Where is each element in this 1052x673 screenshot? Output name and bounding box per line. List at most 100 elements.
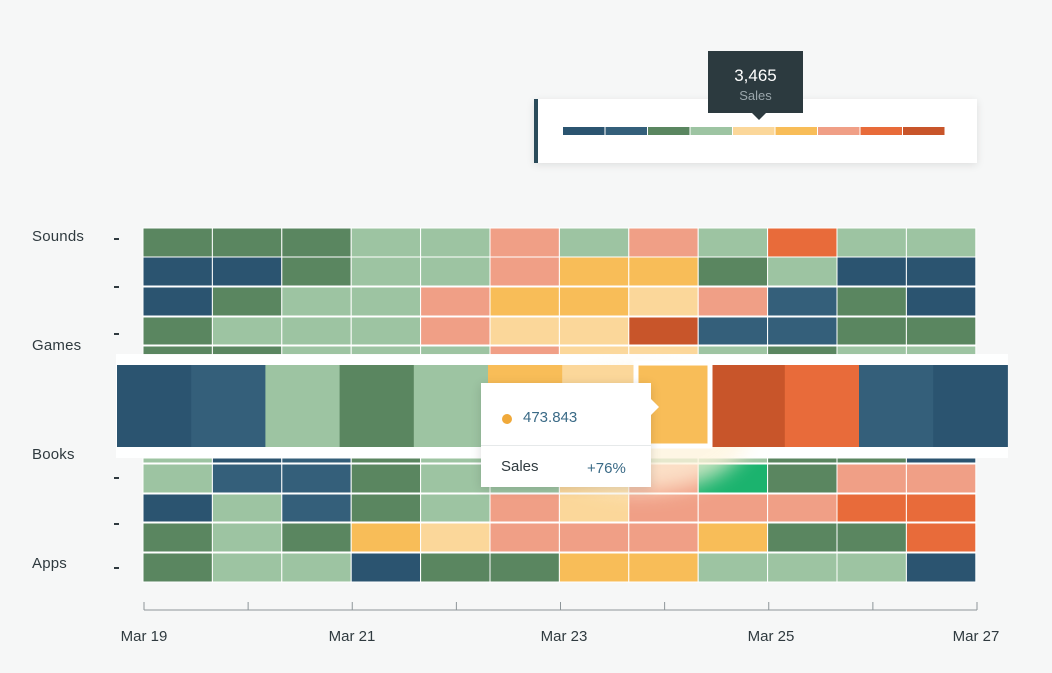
heatmap-cell[interactable] bbox=[628, 493, 699, 523]
heatmap-cell[interactable] bbox=[628, 227, 699, 258]
heatmap-cell[interactable] bbox=[142, 316, 213, 346]
heatmap-cell[interactable] bbox=[905, 493, 977, 523]
heatmap-cell[interactable] bbox=[420, 227, 491, 258]
heatmap-cell[interactable] bbox=[350, 286, 422, 317]
heatmap-cell[interactable] bbox=[697, 493, 769, 523]
heatmap-cell[interactable] bbox=[281, 316, 352, 346]
heatmap-cell[interactable] bbox=[142, 463, 213, 494]
expanded-cell[interactable] bbox=[784, 365, 860, 447]
heatmap-cell[interactable] bbox=[767, 463, 838, 494]
heatmap-cell[interactable] bbox=[767, 286, 838, 317]
heatmap-cell[interactable] bbox=[420, 522, 491, 553]
heatmap-cell[interactable] bbox=[767, 552, 838, 583]
heatmap-cell[interactable] bbox=[281, 463, 352, 494]
heatmap-cell[interactable] bbox=[905, 552, 977, 583]
heatmap-cell[interactable] bbox=[767, 457, 838, 464]
heatmap-cell[interactable] bbox=[905, 256, 977, 287]
heatmap-cell[interactable] bbox=[350, 493, 422, 523]
heatmap-cell[interactable] bbox=[281, 493, 352, 523]
heatmap-cell[interactable] bbox=[281, 256, 352, 287]
heatmap-cell[interactable] bbox=[350, 227, 422, 258]
heatmap-cell[interactable] bbox=[350, 457, 422, 464]
heatmap-cell[interactable] bbox=[281, 345, 352, 356]
heatmap-cell[interactable] bbox=[767, 256, 838, 287]
heatmap-cell[interactable] bbox=[836, 493, 907, 523]
expanded-cell[interactable] bbox=[191, 365, 266, 447]
heatmap-cell[interactable] bbox=[905, 457, 977, 464]
heatmap-cell[interactable] bbox=[142, 457, 213, 464]
heatmap-cell[interactable] bbox=[628, 286, 699, 317]
heatmap-cell[interactable] bbox=[767, 493, 838, 523]
heatmap-cell[interactable] bbox=[281, 522, 352, 553]
heatmap-cell[interactable] bbox=[142, 286, 213, 317]
heatmap-cell[interactable] bbox=[558, 286, 630, 317]
heatmap-cell[interactable] bbox=[211, 493, 283, 523]
heatmap-cell[interactable] bbox=[558, 493, 630, 523]
heatmap-cell[interactable] bbox=[905, 286, 977, 317]
heatmap-cell[interactable] bbox=[420, 256, 491, 287]
heatmap-cell[interactable] bbox=[142, 345, 213, 356]
heatmap-cell[interactable] bbox=[420, 286, 491, 317]
heatmap-cell[interactable] bbox=[836, 463, 907, 494]
heatmap-cell[interactable] bbox=[836, 522, 907, 553]
heatmap-cell[interactable] bbox=[767, 316, 838, 346]
heatmap-cell[interactable] bbox=[628, 316, 699, 346]
heatmap-cell[interactable] bbox=[489, 256, 560, 287]
heatmap-cell[interactable] bbox=[905, 227, 977, 258]
heatmap-cell[interactable] bbox=[211, 286, 283, 317]
heatmap-cell[interactable] bbox=[558, 552, 630, 583]
heatmap-cell[interactable] bbox=[211, 552, 283, 583]
heatmap-cell[interactable] bbox=[420, 316, 491, 346]
heatmap-cell[interactable] bbox=[350, 316, 422, 346]
heatmap-cell[interactable] bbox=[142, 522, 213, 553]
heatmap-cell[interactable] bbox=[350, 345, 422, 356]
heatmap-cell[interactable] bbox=[489, 552, 560, 583]
heatmap-cell[interactable] bbox=[905, 316, 977, 346]
heatmap-cell[interactable] bbox=[142, 552, 213, 583]
expanded-cell[interactable] bbox=[859, 365, 934, 447]
heatmap-cell[interactable] bbox=[697, 316, 769, 346]
heatmap-cell[interactable] bbox=[628, 522, 699, 553]
heatmap-cell[interactable] bbox=[142, 256, 213, 287]
heatmap-cell[interactable] bbox=[905, 345, 977, 356]
heatmap-cell[interactable] bbox=[489, 522, 560, 553]
heatmap-cell[interactable] bbox=[420, 457, 491, 464]
heatmap-cell[interactable] bbox=[697, 227, 769, 258]
heatmap-cell[interactable] bbox=[697, 256, 769, 287]
heatmap-cell[interactable] bbox=[558, 256, 630, 287]
heatmap-cell[interactable] bbox=[767, 345, 838, 356]
heatmap-cell[interactable] bbox=[558, 522, 630, 553]
heatmap-cell[interactable] bbox=[905, 522, 977, 553]
heatmap-cell[interactable] bbox=[697, 345, 769, 356]
expanded-cell[interactable] bbox=[710, 365, 786, 447]
heatmap-cell[interactable] bbox=[836, 345, 907, 356]
heatmap-cell[interactable] bbox=[350, 552, 422, 583]
heatmap-cell[interactable] bbox=[628, 552, 699, 583]
heatmap-cell[interactable] bbox=[211, 522, 283, 553]
expanded-cell[interactable] bbox=[265, 365, 341, 447]
expanded-cell[interactable] bbox=[117, 365, 192, 447]
heatmap-cell[interactable] bbox=[836, 286, 907, 317]
heatmap-cell[interactable] bbox=[558, 227, 630, 258]
heatmap-cell[interactable] bbox=[281, 457, 352, 464]
heatmap-cell[interactable] bbox=[211, 227, 283, 258]
heatmap-cell[interactable] bbox=[211, 256, 283, 287]
heatmap-cell[interactable] bbox=[281, 286, 352, 317]
heatmap-cell[interactable] bbox=[836, 457, 907, 464]
heatmap-cell[interactable] bbox=[628, 345, 699, 356]
expanded-cell[interactable] bbox=[933, 365, 1008, 447]
heatmap-cell[interactable] bbox=[836, 256, 907, 287]
heatmap-cell[interactable] bbox=[905, 463, 977, 494]
heatmap-cell[interactable] bbox=[489, 345, 560, 356]
heatmap-cell[interactable] bbox=[489, 493, 560, 523]
heatmap-cell[interactable] bbox=[420, 345, 491, 356]
heatmap-cell[interactable] bbox=[767, 227, 838, 258]
heatmap-cell[interactable] bbox=[489, 227, 560, 258]
heatmap-cell[interactable] bbox=[281, 227, 352, 258]
heatmap-cell[interactable] bbox=[281, 552, 352, 583]
heatmap-cell[interactable] bbox=[697, 286, 769, 317]
heatmap-cell[interactable] bbox=[836, 552, 907, 583]
heatmap-cell[interactable] bbox=[558, 316, 630, 346]
heatmap-cell[interactable] bbox=[489, 316, 560, 346]
